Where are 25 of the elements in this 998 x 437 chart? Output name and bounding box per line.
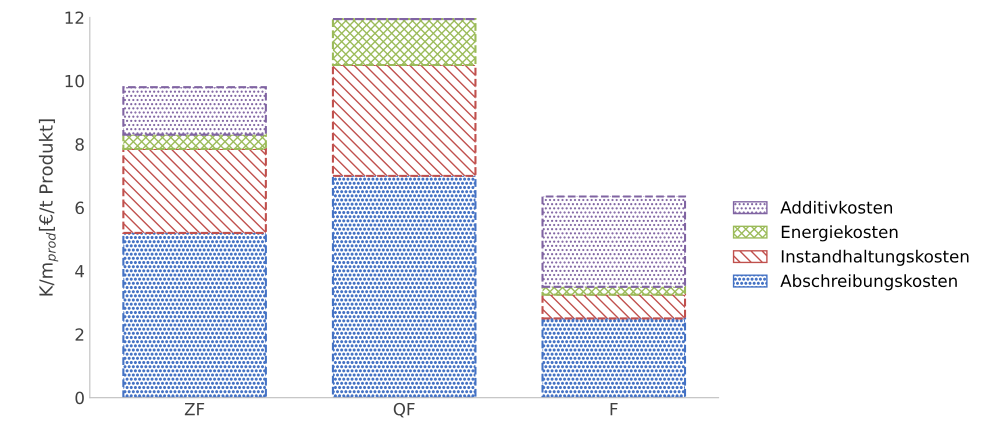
x-tick-label: QF <box>394 402 415 418</box>
y-tick-label: 6 <box>76 202 84 214</box>
bar <box>122 134 267 150</box>
y-tick-label: 4 <box>75 265 84 278</box>
legend-label: Additivkosten <box>780 200 892 214</box>
bar <box>541 317 686 398</box>
bar <box>541 294 686 320</box>
bar <box>332 18 476 66</box>
x-tick-label: F <box>610 403 618 416</box>
x-tick-label: ZF <box>184 403 204 416</box>
bar <box>332 64 476 177</box>
bar <box>332 174 476 398</box>
y-tick-label: 2 <box>76 328 84 341</box>
bar <box>122 232 267 398</box>
y-tick-label: 0 <box>75 392 84 404</box>
bar <box>122 86 267 136</box>
y-axis-title: K/m$_{prod}$[€/t Produkt] <box>38 119 58 296</box>
legend-label: Instandhaltungskosten <box>782 250 968 266</box>
y-tick-label: 8 <box>75 138 84 151</box>
bar <box>122 148 267 234</box>
legend-label: Energiekosten <box>782 225 898 242</box>
y-tick-label: 10 <box>66 74 84 88</box>
bar <box>541 195 686 288</box>
y-tick-label: 12 <box>66 11 84 24</box>
legend-label: Abschreibungskosten <box>780 274 957 290</box>
